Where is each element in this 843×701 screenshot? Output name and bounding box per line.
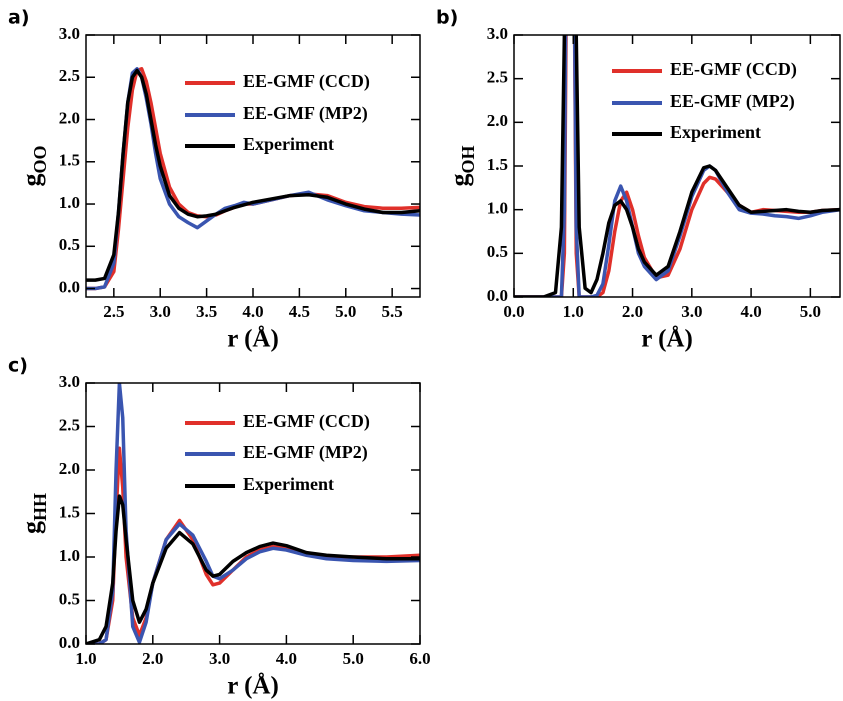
legend-label: EE-GMF (MP2) [243, 442, 368, 463]
y-tick-label: 1.0 [487, 199, 508, 218]
panel-label: b) [436, 7, 458, 29]
plot-area [514, 35, 840, 297]
y-tick-label: 1.0 [59, 546, 80, 565]
x-tick-label: 1.0 [563, 302, 584, 321]
x-axis-label: r (Å) [227, 325, 279, 353]
y-tick-label: 1.5 [59, 502, 80, 521]
x-tick-label: 0.0 [503, 302, 524, 321]
y-tick-label: 0.5 [59, 589, 80, 608]
y-tick-label: 1.0 [59, 193, 80, 212]
data-line [86, 494, 420, 644]
y-tick-label: 0.0 [487, 286, 508, 305]
legend-label: Experiment [243, 134, 334, 154]
y-tick-label: 2.0 [59, 108, 80, 127]
y-tick-label: 2.5 [59, 66, 80, 85]
panel-label: a) [8, 7, 30, 29]
y-axis-label: gOO [17, 145, 50, 186]
y-axis-label-main: g [17, 174, 46, 187]
y-axis-label-sub: OO [30, 145, 50, 173]
legend-label: EE-GMF (CCD) [243, 411, 370, 432]
x-tick-label: 5.5 [382, 302, 403, 321]
y-axis-label-main: g [445, 174, 474, 187]
y-tick-label: 0.5 [59, 235, 80, 254]
y-tick-label: 3.0 [59, 24, 80, 43]
x-tick-label: 3.0 [150, 302, 171, 321]
x-tick-label: 4.0 [276, 649, 297, 668]
y-axis-label: gOH [445, 145, 478, 186]
legend-label: Experiment [243, 474, 334, 494]
y-tick-label: 2.0 [487, 111, 508, 130]
y-axis-label: gHH [17, 493, 50, 534]
x-tick-label: 6.0 [409, 649, 430, 668]
y-tick-label: 2.5 [59, 415, 80, 434]
y-axis-label-sub: HH [30, 493, 50, 521]
x-tick-label: 5.0 [800, 302, 821, 321]
legend-label: EE-GMF (MP2) [243, 103, 368, 124]
y-tick-label: 0.0 [59, 633, 80, 652]
x-tick-label: 2.0 [142, 649, 163, 668]
data-line [86, 383, 420, 644]
x-tick-label: 2.0 [622, 302, 643, 321]
x-tick-label: 4.0 [242, 302, 263, 321]
x-axis-label: r (Å) [641, 325, 693, 353]
legend-label: EE-GMF (MP2) [670, 91, 795, 112]
y-tick-label: 1.5 [59, 151, 80, 170]
y-tick-label: 1.5 [487, 155, 508, 174]
x-tick-label: 3.5 [196, 302, 217, 321]
x-tick-label: 2.5 [103, 302, 124, 321]
y-tick-label: 3.0 [59, 372, 80, 391]
data-line [86, 68, 420, 282]
data-line [86, 67, 420, 291]
legend-label: Experiment [670, 122, 761, 142]
y-tick-label: 2.0 [59, 459, 80, 478]
legend-label: EE-GMF (CCD) [670, 59, 797, 80]
x-tick-label: 3.0 [209, 649, 230, 668]
data-line [514, 35, 840, 297]
legend-label: EE-GMF (CCD) [243, 71, 370, 92]
x-tick-label: 4.0 [740, 302, 761, 321]
x-tick-label: 3.0 [681, 302, 702, 321]
y-axis-label-main: g [17, 521, 46, 534]
x-tick-label: 5.0 [343, 649, 364, 668]
plot-area [86, 67, 420, 291]
x-axis-label: r (Å) [227, 672, 279, 700]
x-tick-label: 4.5 [289, 302, 310, 321]
data-line [86, 67, 420, 291]
y-tick-label: 0.0 [59, 277, 80, 296]
y-tick-label: 3.0 [487, 24, 508, 43]
x-tick-label: 5.0 [335, 302, 356, 321]
panel-label: c) [8, 355, 28, 377]
y-axis-label-sub: OH [458, 145, 478, 173]
y-tick-label: 2.5 [487, 68, 508, 87]
plot-area [86, 383, 420, 644]
x-tick-label: 1.0 [75, 649, 96, 668]
y-tick-label: 0.5 [487, 242, 508, 261]
